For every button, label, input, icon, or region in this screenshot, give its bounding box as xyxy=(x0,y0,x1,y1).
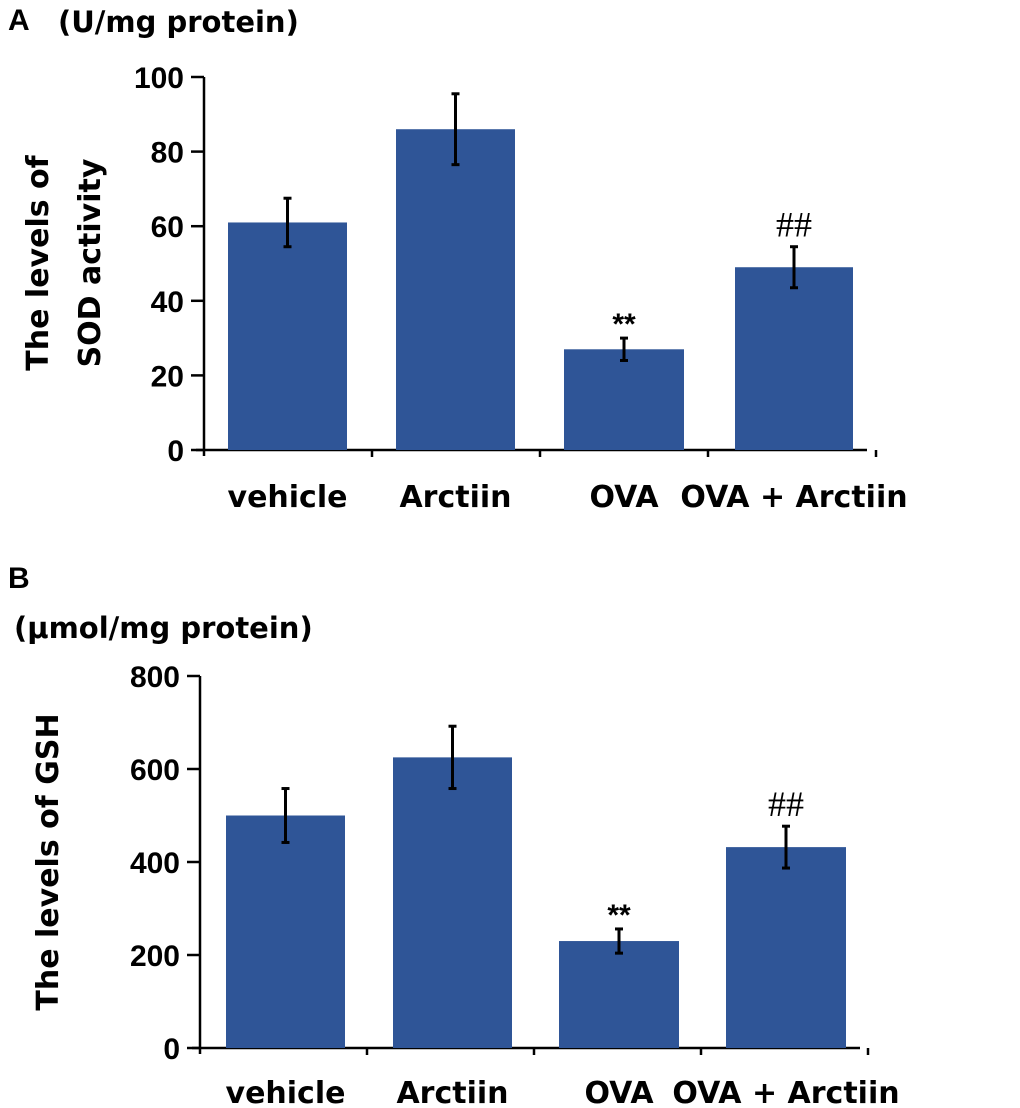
panel-a-y-axis-title: The levels of SOD activity xyxy=(21,154,108,370)
significance-star-label: ** xyxy=(612,308,636,341)
y-tick-label: 100 xyxy=(134,62,184,95)
x-category-label: vehicle xyxy=(228,480,348,515)
bar-vehicle xyxy=(226,815,345,1048)
bar-ova-arctiin xyxy=(735,267,853,450)
y-tick-label: 800 xyxy=(130,661,180,694)
panel-b: B (μmol/mg protein) The levels of GSH 0 2… xyxy=(8,562,900,1108)
bar-ova xyxy=(564,349,684,450)
y-tick-label: 400 xyxy=(130,847,180,880)
bar-vehicle xyxy=(228,222,347,450)
x-category-label: OVA + Arctiin xyxy=(672,1076,899,1108)
x-category-label: vehicle xyxy=(226,1076,346,1108)
panel-b-bars: ** ## xyxy=(226,724,846,1048)
y-tick-label: 0 xyxy=(163,1033,180,1066)
panel-a: A (U/mg protein) The levels of SOD activi… xyxy=(8,4,908,515)
y-tick-label: 600 xyxy=(130,754,180,787)
y-tick-label: 0 xyxy=(167,435,184,468)
significance-hash-label: ## xyxy=(768,784,804,824)
panel-b-y-axis-title: The levels of GSH xyxy=(31,713,66,1010)
panel-a-unit-label: (U/mg protein) xyxy=(58,5,299,39)
y-tick-label: 80 xyxy=(151,137,184,170)
bar-arctiin xyxy=(393,757,512,1048)
panel-b-label: B xyxy=(8,562,30,595)
x-category-label: OVA + Arctiin xyxy=(680,480,907,515)
significance-star-label: ** xyxy=(607,899,631,932)
bar-ova xyxy=(559,941,679,1048)
panel-a-axes: 0 20 40 60 80 100 vehicle Arctiin OVA OVA + Arcti… xyxy=(134,62,908,515)
panel-a-bars: ** ## xyxy=(228,92,853,450)
y-tick-label: 60 xyxy=(151,211,184,244)
x-category-label: OVA xyxy=(589,480,659,515)
x-category-label: OVA xyxy=(584,1076,654,1108)
panel-b-axes: 0 200 400 600 800 vehicle Arctiin OVA OVA + Arct… xyxy=(130,661,900,1108)
bar-ova-arctiin xyxy=(726,847,846,1048)
significance-hash-label: ## xyxy=(776,205,812,245)
y-tick-label: 40 xyxy=(151,286,184,319)
y-axis-title-line: SOD activity xyxy=(73,158,108,367)
y-tick-label: 20 xyxy=(151,360,184,393)
bar-arctiin xyxy=(396,129,515,450)
x-category-label: Arctiin xyxy=(399,480,511,515)
y-axis-title-line: The levels of xyxy=(21,154,56,370)
panel-b-unit-label: (μmol/mg protein) xyxy=(14,611,313,645)
panel-a-label: A xyxy=(8,4,30,37)
x-category-label: Arctiin xyxy=(396,1076,508,1108)
y-axis-title-line: The levels of GSH xyxy=(31,713,66,1010)
y-tick-label: 200 xyxy=(130,940,180,973)
